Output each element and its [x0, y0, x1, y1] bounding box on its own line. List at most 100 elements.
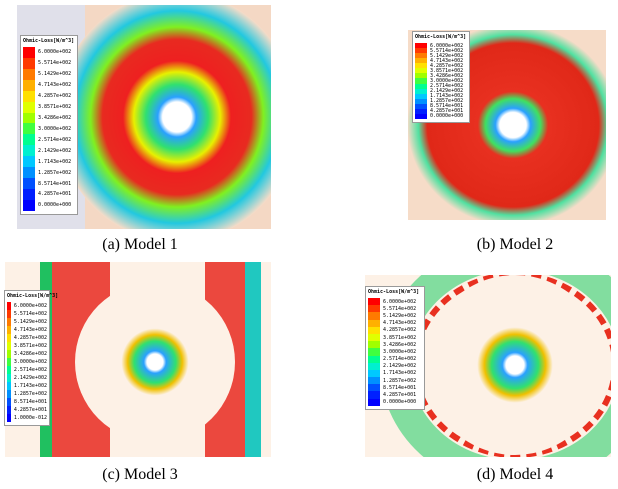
legend-label: 3.4286e+002 — [383, 342, 416, 348]
legend-swatch — [7, 350, 11, 358]
legend-label: 3.0000e+002 — [38, 126, 71, 132]
legend-row: 4.7143e+002 — [7, 326, 47, 334]
legend-swatch — [368, 327, 380, 334]
legend-title: Ohmic-Loss[W/m^3] — [23, 38, 75, 44]
legend-label: 2.5714e+002 — [14, 367, 47, 373]
legend-row: 2.1429e+002 — [368, 363, 422, 370]
legend-swatch — [7, 302, 11, 310]
legend-label: 5.5714e+002 — [14, 311, 47, 317]
legend-label: 2.5714e+002 — [38, 137, 71, 143]
legend-swatch — [368, 384, 380, 391]
legend-row: 1.2857e+002 — [7, 390, 47, 398]
legend-swatch — [23, 91, 35, 102]
legend-swatch — [368, 363, 380, 370]
legend-label: 2.5714e+002 — [383, 356, 416, 362]
legend-row: 8.5714e+001 — [23, 178, 75, 189]
legend-swatch — [7, 318, 11, 326]
legend-swatch — [368, 370, 380, 377]
legend-row: 6.0000e+002 — [23, 47, 75, 58]
legend-label: 1.7143e+002 — [14, 383, 47, 389]
legend-label: 1.2857e+002 — [14, 391, 47, 397]
legend-swatch — [23, 178, 35, 189]
legend-swatch — [23, 123, 35, 134]
legend-swatch — [368, 377, 380, 384]
legend-label: 3.4286e+002 — [38, 115, 71, 121]
legend-row: 5.1429e+002 — [23, 69, 75, 80]
legend-row: 4.2857e+002 — [23, 91, 75, 102]
legend-label: 6.0000e+002 — [14, 303, 47, 309]
legend-swatch — [23, 156, 35, 167]
legend-row: 5.1429e+002 — [7, 318, 47, 326]
legend-row: 6.0000e+002 — [368, 298, 422, 305]
legend-label: 8.5714e+001 — [14, 399, 47, 405]
legend-swatch — [23, 58, 35, 69]
legend-swatch — [368, 334, 380, 341]
legend-swatch — [368, 341, 380, 348]
legend-label: 8.5714e+001 — [383, 385, 416, 391]
legend-row: 0.0000e+000 — [415, 114, 467, 119]
legend-label: 5.5714e+002 — [383, 306, 416, 312]
legend-label: 1.7143e+002 — [38, 159, 71, 165]
legend-label: 4.2857e+002 — [38, 93, 71, 99]
legend-swatch — [7, 398, 11, 406]
legend-row: 4.7143e+002 — [23, 80, 75, 91]
legend-label: 1.2857e+002 — [38, 170, 71, 176]
legend-swatch — [23, 145, 35, 156]
legend-row: 3.0000e+002 — [7, 358, 47, 366]
legend-label: 4.2857e+001 — [383, 392, 416, 398]
legend-swatch — [23, 189, 35, 200]
legend-label: 1.0000e-012 — [14, 415, 47, 421]
legend-label: 0.0000e+000 — [430, 113, 463, 119]
legend-row: 4.2857e+002 — [368, 327, 422, 334]
legend-swatch — [7, 414, 11, 422]
legend-swatch — [7, 382, 11, 390]
legend-swatch — [7, 390, 11, 398]
legend-label: 4.7143e+002 — [14, 327, 47, 333]
legend-swatch — [23, 113, 35, 124]
legend-swatch — [23, 134, 35, 145]
legend-swatch — [368, 298, 380, 305]
legend-swatch — [368, 305, 380, 312]
legend-row: 5.5714e+002 — [7, 310, 47, 318]
legend: Ohmic-Loss[W/m^3]6.0000e+0025.5714e+0025… — [4, 290, 50, 426]
legend-row: 4.7143e+002 — [368, 320, 422, 327]
legend-row: 3.8571e+002 — [23, 102, 75, 113]
legend-row: 2.1429e+002 — [23, 145, 75, 156]
legend-row: 3.0000e+002 — [368, 348, 422, 355]
legend: Ohmic-Loss[W/m^3] 6.0000e+002 5.5714e+002 5… — [20, 35, 78, 215]
legend-row: 3.4286e+002 — [23, 113, 75, 124]
legend-label: 2.1429e+002 — [383, 363, 416, 369]
legend-label: 4.2857e+001 — [38, 191, 71, 197]
legend-row: 3.0000e+002 — [23, 123, 75, 134]
legend-label: 5.1429e+002 — [38, 71, 71, 77]
legend-label: 3.4286e+002 — [14, 351, 47, 357]
legend-row: 8.5714e+001 — [368, 384, 422, 391]
legend-swatch — [7, 334, 11, 342]
legend-title: Ohmic-Loss[W/m^3] — [368, 289, 422, 295]
legend-label: 8.5714e+001 — [38, 181, 71, 187]
legend-label: 3.8571e+002 — [383, 335, 416, 341]
legend-label: 5.5714e+002 — [38, 60, 71, 66]
legend-swatch — [368, 348, 380, 355]
legend-row: 1.2857e+002 — [368, 377, 422, 384]
legend-label: 4.2857e+001 — [14, 407, 47, 413]
legend-label: 3.8571e+002 — [14, 343, 47, 349]
legend-row: 1.0000e-012 — [7, 414, 47, 422]
legend-label: 3.8571e+002 — [38, 104, 71, 110]
legend-swatch — [368, 356, 380, 363]
legend-row: 0.0000e+000 — [23, 200, 75, 211]
caption: (d) Model 4 — [415, 466, 615, 484]
legend-label: 0.0000e+000 — [383, 399, 416, 405]
legend-swatch — [23, 69, 35, 80]
legend-title: Ohmic-Loss[W/m^3] — [415, 34, 467, 40]
legend-label: 1.2857e+002 — [383, 378, 416, 384]
legend-swatch — [23, 200, 35, 211]
legend-row: 5.5714e+002 — [23, 58, 75, 69]
legend-row: 0.0000e+000 — [368, 399, 422, 406]
caption: (a) Model 1 — [40, 236, 240, 254]
legend-label: 6.0000e+002 — [383, 299, 416, 305]
legend-label: 2.1429e+002 — [38, 148, 71, 154]
legend-swatch — [7, 374, 11, 382]
legend-row: 3.8571e+002 — [7, 342, 47, 350]
